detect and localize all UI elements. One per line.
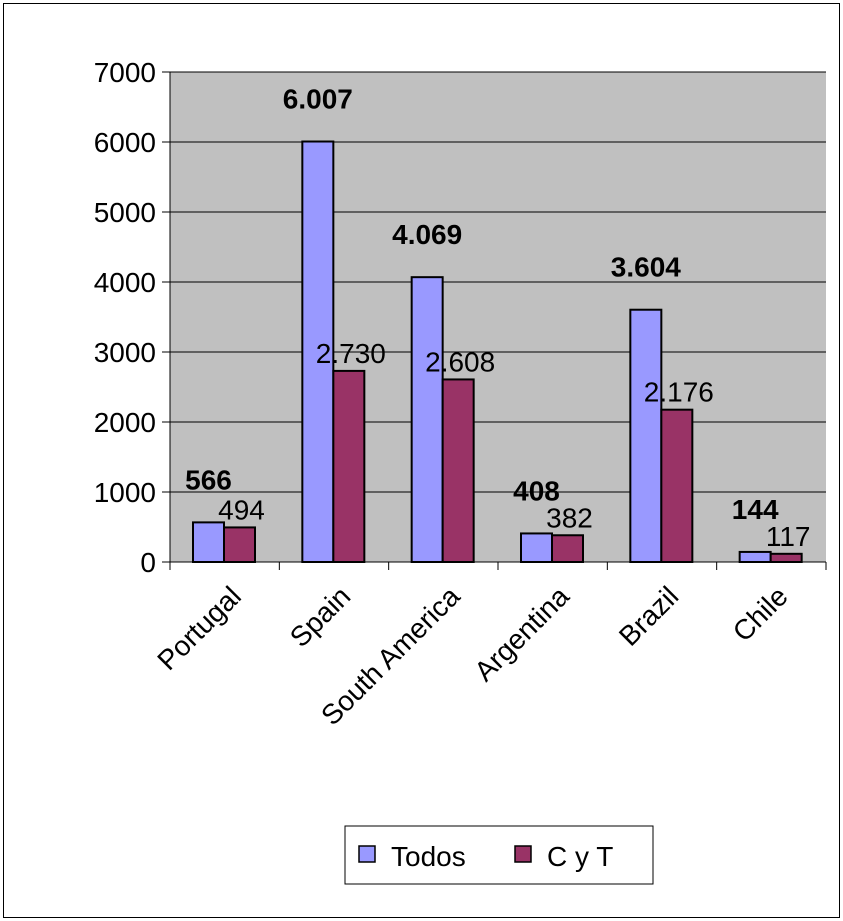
data-label-c-y-t-argentina: 382 — [546, 502, 593, 533]
data-label-c-y-t-brazil: 2.176 — [644, 377, 714, 408]
data-label-todos-brazil: 3.604 — [611, 252, 681, 283]
legend-label-todos: Todos — [391, 841, 466, 872]
data-label-c-y-t-spain: 2.730 — [316, 338, 386, 369]
bar-c-y-t-argentina — [551, 534, 584, 564]
bar-todos-chile — [738, 550, 772, 563]
y-tick-label-1000: 1000 — [94, 477, 156, 508]
data-label-c-y-t-south-america: 2.608 — [425, 346, 495, 377]
bar-c-y-t-spain — [332, 369, 366, 563]
y-tick-label-3000: 3000 — [94, 337, 156, 368]
y-tick-label-6000: 6000 — [94, 127, 156, 158]
legend-swatch-cyt — [514, 845, 532, 863]
data-label-todos-chile: 144 — [732, 494, 779, 525]
bars — [192, 140, 803, 564]
data-label-todos-south-america: 4.069 — [392, 219, 462, 250]
bar-todos-brazil — [629, 308, 663, 563]
bar-todos-portugal — [192, 521, 225, 564]
legend-box — [344, 825, 654, 885]
axes — [162, 71, 827, 570]
data-label-todos-spain: 6.007 — [283, 84, 353, 115]
legend-label-cyt: C y T — [547, 841, 613, 872]
y-tick-label-7000: 7000 — [94, 57, 156, 88]
y-tick-label-0: 0 — [140, 547, 156, 578]
gridlines — [170, 71, 826, 493]
data-label-todos-portugal: 566 — [185, 464, 232, 495]
bar-todos-argentina — [520, 532, 553, 564]
legend-swatch-todos — [358, 845, 376, 863]
bar-todos-south-america — [410, 276, 444, 563]
legend: Todos C y T — [344, 825, 654, 885]
data-label-todos-argentina: 408 — [513, 475, 560, 506]
bar-c-y-t-brazil — [660, 408, 694, 563]
y-tick-label-5000: 5000 — [94, 197, 156, 228]
y-tick-labels: 0 1000 2000 3000 4000 5000 6000 7000 — [94, 57, 156, 578]
data-label-c-y-t-chile: 117 — [766, 521, 811, 552]
y-tick-label-4000: 4000 — [94, 267, 156, 298]
bar-c-y-t-south-america — [441, 378, 475, 563]
data-label-c-y-t-portugal: 494 — [218, 494, 265, 525]
plot-area — [170, 72, 826, 562]
bar-c-y-t-portugal — [223, 526, 256, 563]
y-tick-label-2000: 2000 — [94, 407, 156, 438]
bar-c-y-t-chile — [769, 552, 803, 563]
